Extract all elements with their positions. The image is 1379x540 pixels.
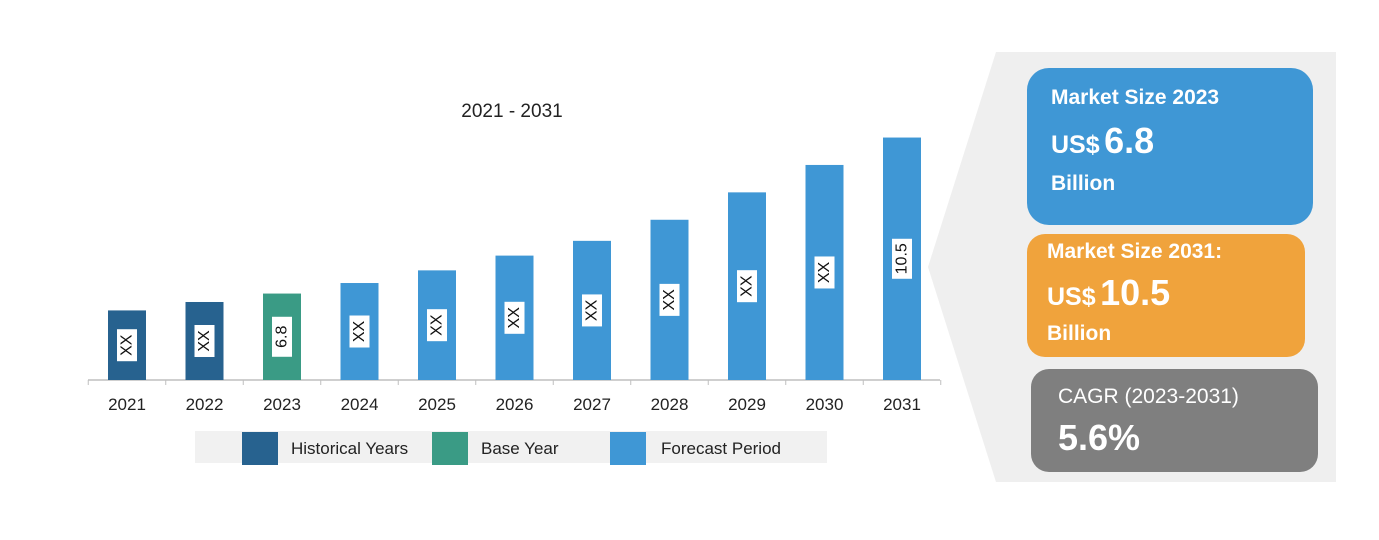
market-size-2023-value-row: US$ 6.8 [1051, 120, 1154, 162]
market-size-2031-card: Market Size 2031: US$ 10.5 Billion [1027, 234, 1305, 357]
market-size-2023-value: 6.8 [1104, 120, 1155, 161]
data-label-box-2021 [117, 329, 137, 362]
data-label-box-2031 [892, 238, 912, 279]
x-tick-label-2021: 2021 [108, 395, 146, 414]
market-size-2031-label: Market Size 2031: [1047, 240, 1223, 263]
data-label-2026: XX [506, 307, 523, 329]
data-label-box-2022 [194, 324, 215, 357]
x-tick-label-2030: 2030 [806, 395, 844, 414]
callout-wedge [928, 52, 996, 482]
market-size-2031-unit: Billion [1047, 322, 1112, 345]
data-label-2023: 6.8 [274, 326, 291, 348]
cagr-label: CAGR (2023-2031) [1058, 385, 1239, 408]
data-label-box-2025 [427, 309, 447, 342]
data-label-2024: XX [351, 321, 368, 343]
chart-legend: Historical Years Base Year Forecast Peri… [195, 431, 827, 465]
x-tick-label-2022: 2022 [186, 395, 224, 414]
x-tick-label-2029: 2029 [728, 395, 766, 414]
data-label-2028: XX [661, 289, 678, 311]
legend-label-forecast: Forecast Period [661, 439, 781, 458]
market-size-2031-prefix: US$ [1047, 283, 1096, 311]
x-tick-label-2028: 2028 [651, 395, 689, 414]
cagr-value: 5.6% [1058, 417, 1141, 458]
data-label-box-2023 [272, 316, 292, 357]
data-label-2025: XX [429, 314, 446, 336]
chart-title: 2021 - 2031 [461, 101, 562, 122]
x-tick-label-2023: 2023 [263, 395, 301, 414]
data-label-box-2028 [659, 283, 680, 316]
data-label-2021: XX [119, 334, 136, 356]
data-label-box-2026 [504, 301, 525, 334]
data-label-box-2027 [582, 294, 602, 327]
data-label-2027: XX [584, 299, 601, 321]
x-tick-label-2026: 2026 [496, 395, 534, 414]
market-size-2031-value: 10.5 [1100, 272, 1171, 313]
data-label-box-2030 [814, 256, 835, 289]
x-tick-label-2024: 2024 [341, 395, 379, 414]
market-size-2023-unit: Billion [1051, 172, 1116, 195]
market-size-2023-label: Market Size 2023 [1051, 86, 1220, 109]
data-label-box-2024 [349, 315, 370, 348]
data-label-box-2029 [737, 270, 757, 303]
data-label-2030: XX [816, 261, 833, 283]
legend-swatch-historical [242, 432, 278, 465]
legend-label-base: Base Year [481, 439, 559, 458]
x-tick-label-2027: 2027 [573, 395, 611, 414]
data-label-2022: XX [196, 330, 213, 352]
data-label-2031: 10.5 [894, 243, 911, 274]
x-tick-label-2031: 2031 [883, 395, 921, 414]
legend-label-historical: Historical Years [291, 439, 409, 458]
market-size-2031-value-row: US$ 10.5 [1047, 272, 1170, 314]
legend-swatch-forecast [610, 432, 646, 465]
legend-swatch-base [432, 432, 468, 465]
data-label-2029: XX [739, 275, 756, 297]
cagr-card: CAGR (2023-2031) 5.6% [1031, 369, 1318, 472]
market-size-2023-prefix: US$ [1051, 131, 1100, 159]
market-size-2023-card: Market Size 2023 US$ 6.8 Billion [1027, 68, 1313, 225]
x-tick-label-2025: 2025 [418, 395, 456, 414]
